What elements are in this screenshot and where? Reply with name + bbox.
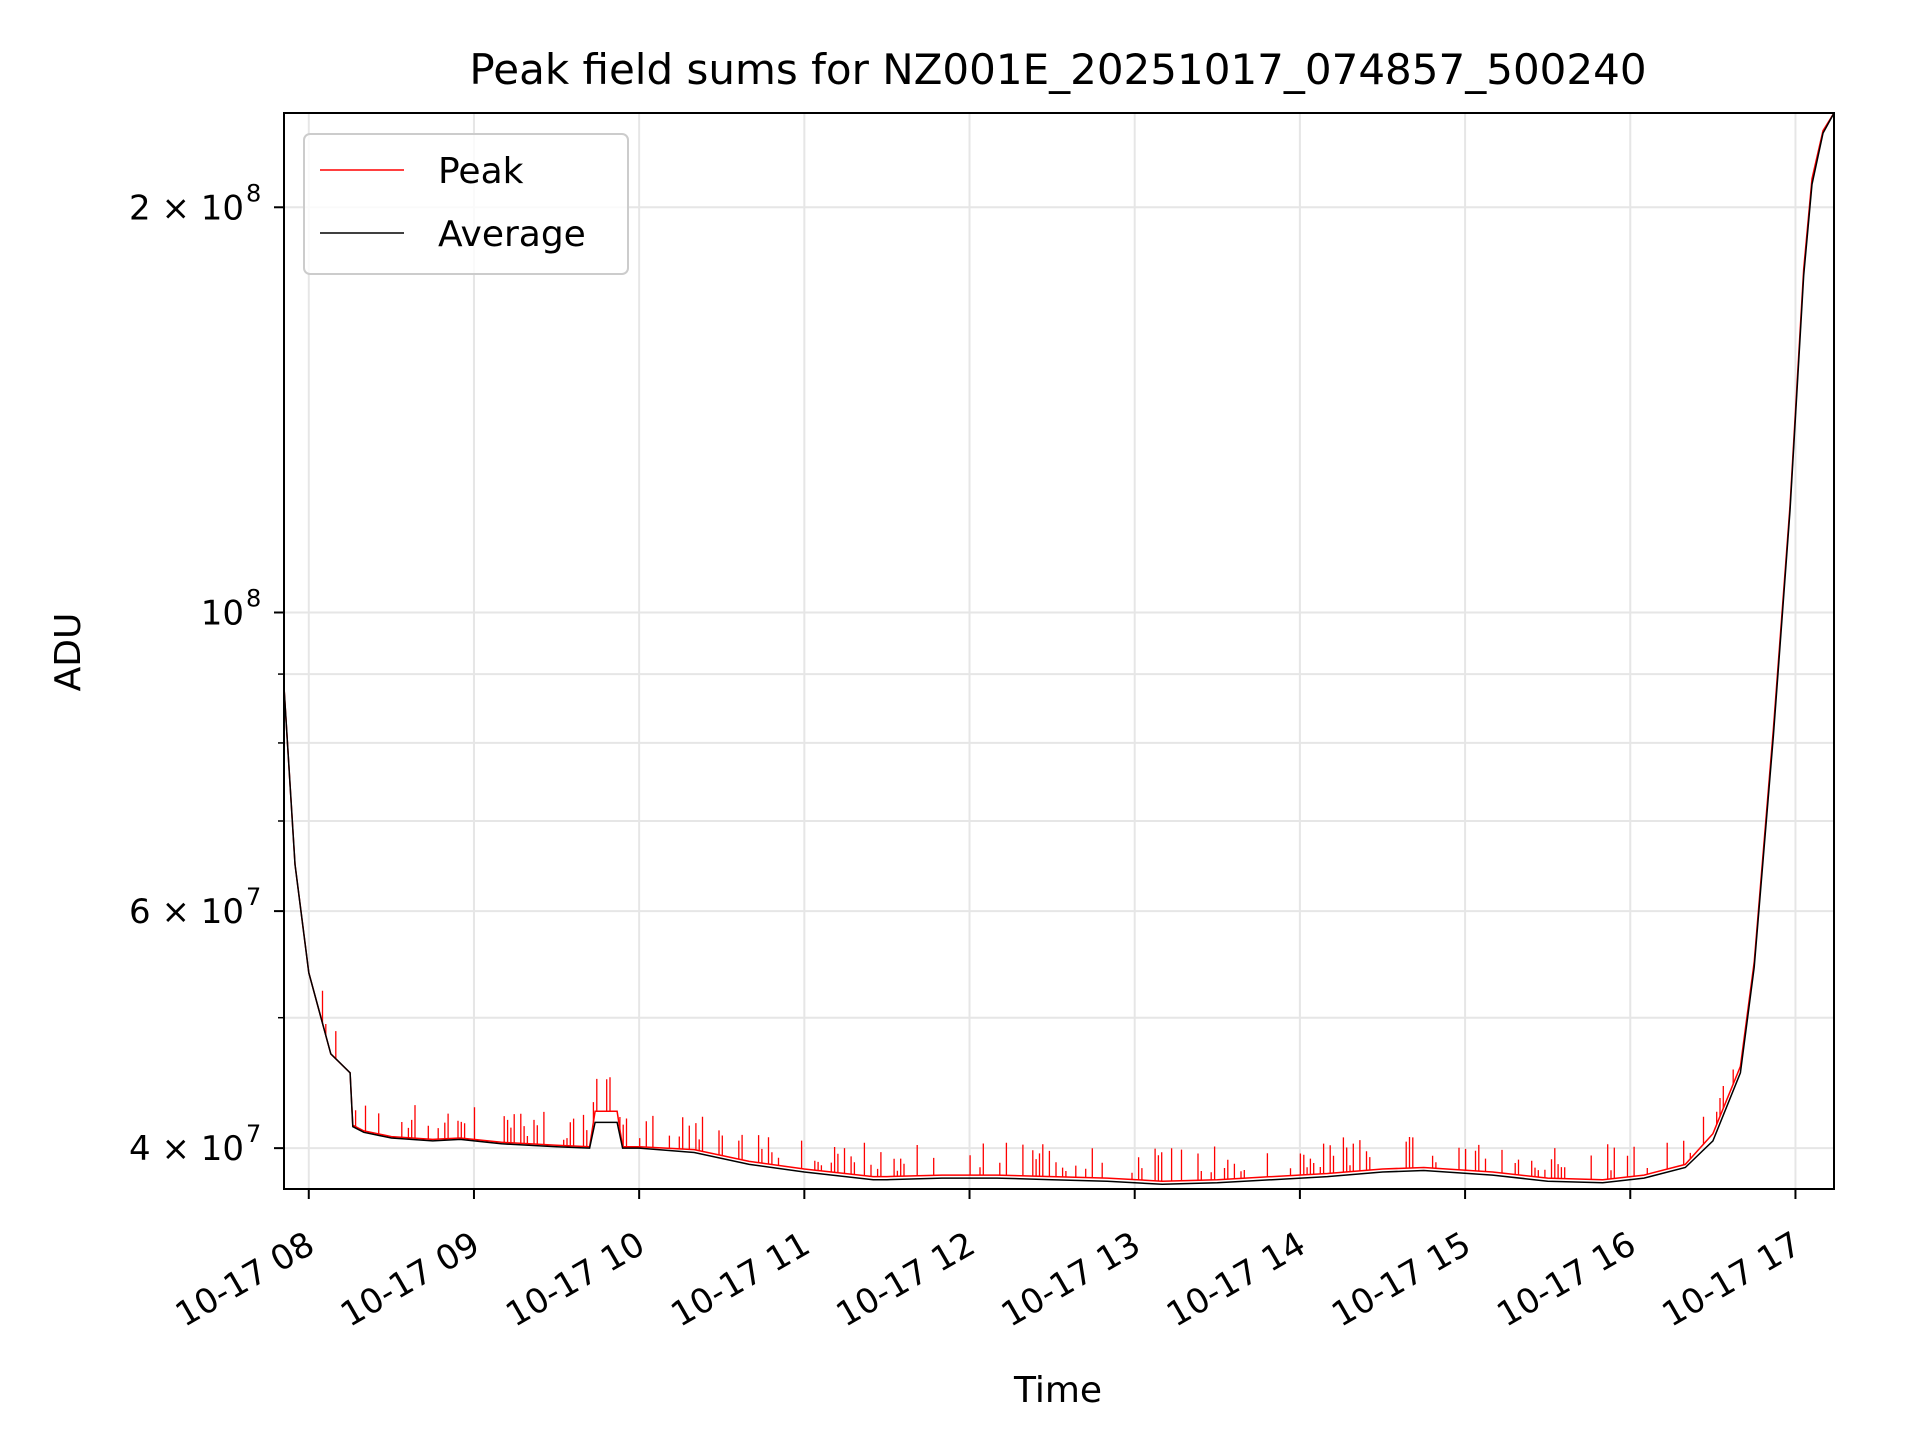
y-axis-label: ADU xyxy=(48,613,89,692)
y-tick-exponent: 8 xyxy=(246,584,261,612)
legend: Peak Average xyxy=(303,133,629,275)
y-tick-exponent: 7 xyxy=(246,1120,261,1148)
y-axis: 4 × 10 76 × 10 710 82 × 10 8 xyxy=(129,179,284,1169)
y-tick-label: 2 × 10 xyxy=(129,188,244,228)
legend-peak-label: Peak xyxy=(438,151,524,192)
y-tick-label: 6 × 10 xyxy=(129,892,244,932)
peak-series-spikes xyxy=(321,990,1734,1182)
grid xyxy=(284,113,1834,1189)
legend-average-label: Average xyxy=(438,214,586,255)
series-layer xyxy=(284,113,1834,1186)
average-series-line xyxy=(284,113,1834,1186)
y-tick-label: 10 xyxy=(201,593,244,633)
legend-box xyxy=(303,133,629,275)
x-axis-label: Time xyxy=(1013,1370,1102,1411)
y-tick-label: 4 × 10 xyxy=(129,1129,244,1169)
plot-frame xyxy=(283,112,1835,1190)
chart-title: Peak field sums for NZ001E_20251017_0748… xyxy=(469,45,1646,94)
y-tick-exponent: 8 xyxy=(246,179,261,207)
y-tick-exponent: 7 xyxy=(246,883,261,911)
